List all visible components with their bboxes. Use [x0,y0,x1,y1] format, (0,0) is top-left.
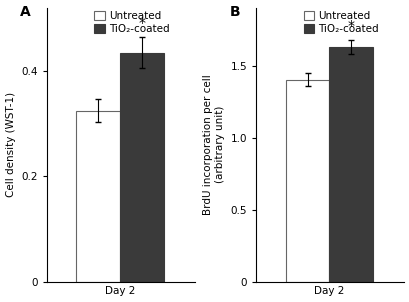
Text: A: A [20,5,31,19]
Bar [120,53,163,281]
Text: B: B [229,5,239,19]
Y-axis label: BrdU incorporation per cell
(arbitrary unit): BrdU incorporation per cell (arbitrary u… [203,74,225,215]
Text: *: * [347,19,354,33]
Y-axis label: Cell density (WST-1): Cell density (WST-1) [6,92,16,197]
Bar [285,80,329,281]
Bar [329,47,372,281]
Bar [76,111,120,281]
Text: *: * [138,16,145,30]
Legend: Untreated, TiO₂-coated: Untreated, TiO₂-coated [93,10,170,35]
Legend: Untreated, TiO₂-coated: Untreated, TiO₂-coated [302,10,379,35]
